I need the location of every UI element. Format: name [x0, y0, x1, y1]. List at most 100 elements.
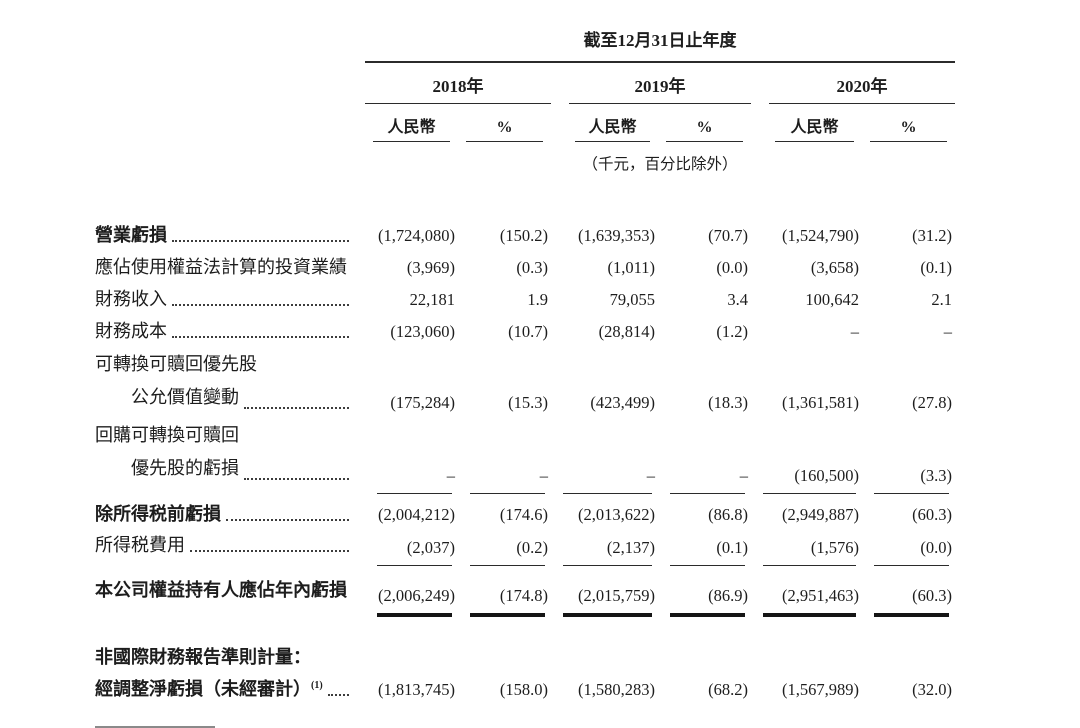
- subtotal-rule: [563, 565, 652, 566]
- value-cell: (1,361,581): [782, 393, 859, 412]
- value-cell: –: [458, 419, 551, 499]
- row-label: 財務收入: [95, 289, 167, 309]
- value-cell: (0.0): [716, 258, 748, 277]
- value-cell: (28,814): [598, 322, 655, 341]
- dot-leader: [244, 407, 349, 409]
- value-cell: 100,642: [805, 290, 859, 309]
- row-label: 經調整淨虧損（未經審計）(1): [95, 679, 323, 699]
- subtotal-rule: [377, 565, 452, 566]
- dot-leader: [226, 519, 349, 521]
- row-loss-before-income-tax: 除所得税前虧損 (2,004,212) (174.6) (2,013,622) …: [95, 499, 955, 531]
- subtotal-rule: [470, 565, 545, 566]
- value-cell: (15.3): [508, 393, 548, 412]
- value-cell: (1,576): [751, 531, 862, 571]
- subtotal-rule: [377, 493, 452, 494]
- value-cell: (1,813,745): [378, 680, 455, 699]
- row-operating-loss: 營業虧損 (1,724,080) (150.2) (1,639,353) (70…: [95, 220, 955, 252]
- row-label-line1: 回購可轉換可贖回: [95, 425, 239, 445]
- value-cell: (2,037): [365, 531, 458, 571]
- value-cell: (0.2): [458, 531, 551, 571]
- subtotal-rule: [670, 565, 745, 566]
- row-label: 本公司權益持有人應佔年內虧損: [95, 580, 347, 600]
- row-share-of-results-equity-method: 應佔使用權益法計算的投資業績 (3,969) (0.3) (1,011) (0.…: [95, 252, 955, 284]
- value-cell: (123,060): [390, 322, 455, 341]
- value-cell: (86.8): [708, 505, 748, 524]
- row-non-ifrs-measures-heading: 非國際財務報告準則計量：: [95, 619, 955, 674]
- col-header-2020-pct: %: [862, 104, 955, 142]
- value-cell: (174.6): [499, 505, 548, 524]
- row-label-line2: 公允價值變動: [131, 387, 239, 407]
- row-finance-costs: 財務成本 (123,060) (10.7) (28,814) (1.2) – –: [95, 316, 955, 348]
- value-cell: (1,567,989): [782, 680, 859, 699]
- value-cell: (27.8): [912, 393, 952, 412]
- unit-note: （千元，百分比除外）: [582, 156, 738, 173]
- row-label: 營業虧損: [95, 225, 167, 245]
- row-label: 非國際財務報告準則計量：: [95, 647, 311, 667]
- value-cell: (175,284): [390, 393, 455, 412]
- subtotal-rule: [563, 493, 652, 494]
- value-cell: –: [850, 322, 859, 341]
- value-cell: (1.2): [716, 322, 748, 341]
- value-cell: (70.7): [708, 226, 748, 245]
- dot-leader: [327, 694, 349, 696]
- year-2018-header: 2018年: [365, 62, 551, 104]
- value-cell: (0.1): [658, 531, 751, 571]
- value-cell: (423,499): [590, 393, 655, 412]
- dot-leader: [190, 550, 349, 552]
- col-header-2018-rmb: 人民幣: [365, 104, 458, 142]
- value-cell: (32.0): [912, 680, 952, 699]
- value-cell: (18.3): [708, 393, 748, 412]
- value-cell: 2.1: [931, 290, 952, 309]
- value-cell: (31.2): [912, 226, 952, 245]
- col-header-2020-rmb: 人民幣: [751, 104, 862, 142]
- value-cell: –: [943, 322, 952, 341]
- row-loss-attributable-to-equity-holders: 本公司權益持有人應佔年內虧損 (2,006,249) (174.8) (2,01…: [95, 571, 955, 619]
- label-column-spacer: [95, 20, 365, 62]
- value-cell: (1,724,080): [378, 226, 455, 245]
- row-label: 財務成本: [95, 321, 167, 341]
- subtotal-rule: [670, 493, 745, 494]
- total-double-rule: [763, 613, 856, 617]
- value-cell: (2,015,759): [551, 571, 658, 619]
- value-cell: (160,500): [751, 419, 862, 499]
- value-cell: 22,181: [409, 290, 455, 309]
- dot-leader: [172, 240, 349, 242]
- value-cell: (1,011): [607, 258, 655, 277]
- value-cell: 79,055: [609, 290, 655, 309]
- value-cell: (60.3): [862, 571, 955, 619]
- empty-cells: [365, 619, 955, 674]
- row-fv-change-convertible-redeemable-preferred: 可轉換可贖回優先股 公允價值變動 (175,284) (15.3) (423,4…: [95, 348, 955, 419]
- year-2020-header: 2020年: [751, 62, 955, 104]
- financial-statement-page: 截至12月31日止年度 2018年 2019年 2020年 人民幣 % 人民幣 …: [95, 20, 955, 728]
- value-cell: (0.0): [862, 531, 955, 571]
- row-adjusted-net-loss: 經調整淨虧損（未經審計）(1) (1,813,745) (158.0) (1,5…: [95, 674, 955, 706]
- value-cell: 1.9: [527, 290, 548, 309]
- value-cell: (2,013,622): [578, 505, 655, 524]
- col-header-2019-pct: %: [658, 104, 751, 142]
- subtotal-rule: [763, 493, 856, 494]
- row-label: 所得税費用: [95, 535, 185, 555]
- value-cell: (174.8): [458, 571, 551, 619]
- total-double-rule: [377, 613, 452, 617]
- dot-leader: [172, 304, 349, 306]
- value-cell: (1,524,790): [782, 226, 859, 245]
- subtotal-rule: [874, 493, 949, 494]
- value-cell: (3,658): [810, 258, 859, 277]
- footnote-marker: (1): [311, 680, 323, 691]
- value-cell: (10.7): [508, 322, 548, 341]
- col-header-2018-pct: %: [458, 104, 551, 142]
- col-header-2019-rmb: 人民幣: [551, 104, 658, 142]
- value-cell: (60.3): [912, 505, 952, 524]
- value-cell: (2,004,212): [378, 505, 455, 524]
- subtotal-rule: [874, 565, 949, 566]
- value-cell: (86.9): [658, 571, 751, 619]
- value-cell: (2,006,249): [365, 571, 458, 619]
- value-cell: (158.0): [499, 680, 548, 699]
- row-finance-income: 財務收入 22,181 1.9 79,055 3.4 100,642 2.1: [95, 284, 955, 316]
- value-cell: –: [365, 419, 458, 499]
- subtotal-rule: [470, 493, 545, 494]
- total-double-rule: [470, 613, 545, 617]
- value-cell: (3.3): [862, 419, 955, 499]
- value-cell: –: [658, 419, 751, 499]
- dot-leader: [244, 478, 349, 480]
